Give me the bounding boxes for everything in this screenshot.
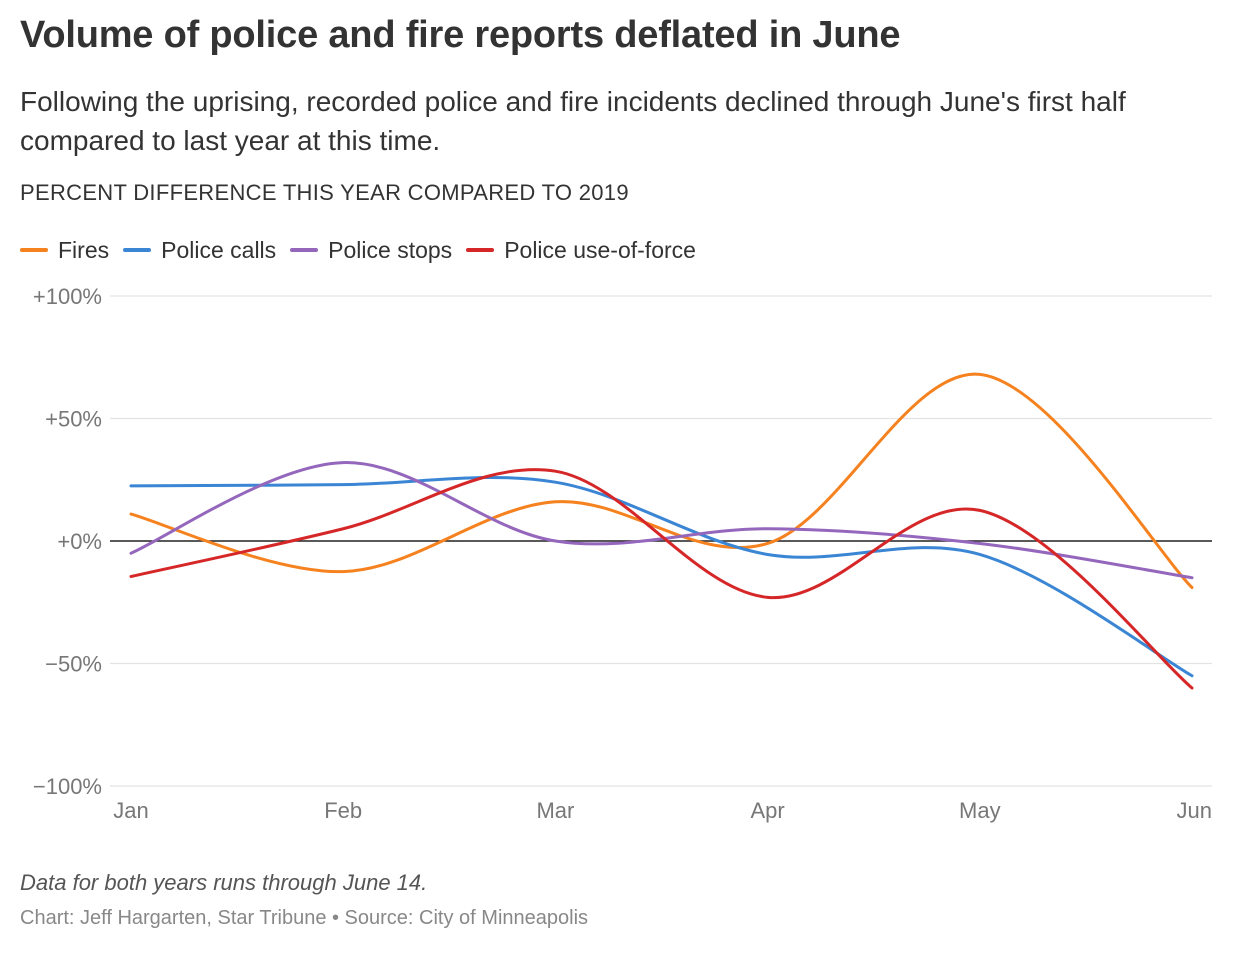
legend-swatch bbox=[123, 248, 152, 252]
x-tick-label: Apr bbox=[750, 798, 784, 823]
legend-label: Police use-of-force bbox=[504, 236, 696, 263]
series-line-police-use-of-force bbox=[129, 468, 1194, 690]
y-tick-label: −50% bbox=[45, 652, 102, 677]
legend-item-police-use-of-force: Police use-of-force bbox=[466, 237, 696, 264]
legend-item-police-calls: Police calls bbox=[123, 237, 276, 264]
chart-credit: Chart: Jeff Hargarten, Star Tribune • So… bbox=[20, 907, 589, 929]
x-tick-label: Mar bbox=[536, 798, 574, 823]
x-tick-label: Feb bbox=[324, 798, 362, 823]
y-tick-label: −100% bbox=[33, 774, 102, 799]
legend-swatch bbox=[290, 248, 319, 252]
series-line-police-calls bbox=[129, 476, 1194, 678]
chart-title: Volume of police and fire reports deflat… bbox=[20, 14, 901, 56]
x-tick-label: Jun bbox=[1177, 798, 1212, 823]
legend-swatch bbox=[466, 248, 495, 252]
y-tick-label: +50% bbox=[45, 407, 102, 432]
legend-label: Fires bbox=[58, 236, 110, 263]
y-axis-label: PERCENT DIFFERENCE THIS YEAR COMPARED TO… bbox=[20, 180, 629, 205]
y-tick-label: +100% bbox=[33, 284, 102, 309]
legend-item-police-stops: Police stops bbox=[290, 237, 452, 264]
chart-legend: Fires Police calls Police stops Police use-… bbox=[20, 236, 710, 264]
data-note: Data for both years runs through June 14… bbox=[20, 870, 428, 895]
x-tick-label: Jan bbox=[113, 798, 148, 823]
legend-label: Police stops bbox=[328, 236, 453, 263]
chart-subtitle: Following the uprising, recorded police … bbox=[20, 86, 1126, 156]
legend-item-fires: Fires bbox=[20, 237, 109, 264]
series-line-fires bbox=[129, 372, 1194, 590]
legend-label: Police calls bbox=[161, 236, 277, 263]
x-tick-label: May bbox=[959, 798, 1001, 823]
y-tick-label: +0% bbox=[57, 529, 102, 554]
series-line-police-stops bbox=[129, 461, 1194, 580]
legend-swatch bbox=[20, 248, 48, 252]
